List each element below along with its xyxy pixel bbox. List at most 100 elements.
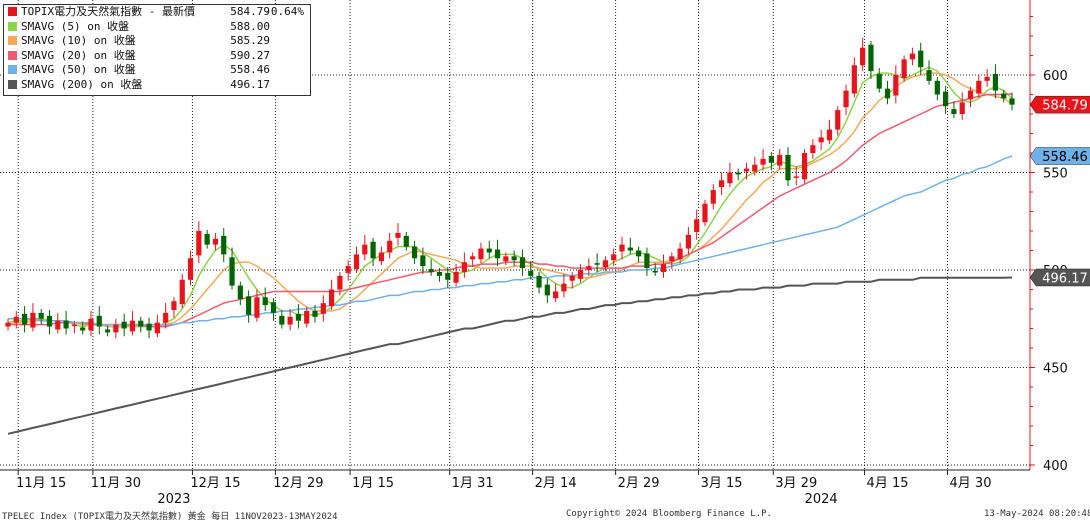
legend-value: 584.79 [230,5,270,18]
candle-body [171,301,177,310]
footer-source: TPELEC Index (TOPIX電力及天然氣指數) 黃金 每日 11NOV… [2,512,338,522]
legend-label: SMAVG (5) on 收盤 [21,19,130,33]
candle-body [30,312,36,328]
legend-row: SMAVG (20) on 收盤 590.27 [4,49,310,64]
x-year-label: 2024 [805,492,838,507]
x-tick-label: 3月 15 [701,476,743,491]
candle-body [835,110,841,130]
candle-body [694,219,700,232]
candle-body [279,315,285,325]
candle-body [544,284,550,296]
candle-body [851,65,857,94]
legend-swatch [8,7,17,16]
candle-body [710,190,716,204]
candle-body [951,109,957,114]
candle-body [13,316,19,323]
legend-swatch [8,21,17,31]
x-axis: 11月 15 11月 30 12月 15 12月 29 1月 15 1月 31 2月 14 2… [0,469,1030,507]
candle-body [884,88,891,99]
candle-body [677,248,683,260]
candle-body [80,327,86,331]
candle-body [154,322,160,334]
candle-body [577,270,584,279]
y-tick-label: 550 [1043,167,1068,182]
x-tick-label: 12月 29 [273,476,323,491]
candle-body [395,232,401,238]
candle-body [519,257,526,269]
candle-body [420,255,426,267]
candle-body [1001,93,1007,99]
candle-body [88,318,94,331]
candle-body [702,203,708,223]
candle-body [727,172,733,184]
candle-body [918,50,924,68]
candle-body [959,102,965,114]
candle-body [246,296,252,315]
candle-body [876,74,882,89]
candle-body [362,244,368,255]
candle-body [685,234,691,249]
legend-row: TOPIX電力及天然氣指數 - 最新價 584.79 -0.64% [4,5,310,20]
candle-body [461,262,467,272]
candle-body [785,154,791,181]
candle-body [777,154,783,166]
candle-body [860,47,866,66]
legend-change: -0.64% [264,5,304,18]
candle-body [270,302,277,313]
ma-line [7,276,1013,435]
legend-swatch [8,65,17,75]
candle-body [536,275,542,288]
candle-body [262,297,268,306]
candle-body [320,303,326,314]
candle-body [992,74,999,91]
legend-label: TOPIX電力及天然氣指數 - 最新價 [21,5,195,18]
candle-body [113,324,119,333]
x-tick-label: 2月 29 [618,476,660,491]
x-tick-label: 11月 15 [16,476,66,491]
y-tick-label: 400 [1043,459,1068,474]
candle-body [826,129,833,141]
x-year-label: 2023 [157,492,190,507]
moving-average-lines [7,66,1013,435]
candle-body [71,324,77,327]
ma-line [7,72,1013,328]
candle-body [55,320,61,330]
candle-body [984,76,990,81]
candle-body [660,264,667,272]
candle-body [868,44,874,72]
candle-body [768,155,774,163]
legend-swatch [8,79,17,89]
y-tick-label: 600 [1043,69,1068,84]
candle-body [528,270,534,276]
candle-body [104,329,111,333]
candle-body [611,254,617,261]
candle-body [627,247,633,251]
candle-body [295,313,302,321]
legend-label: SMAVG (20) on 收盤 [21,48,136,62]
candle-body [411,246,418,259]
candle-body [470,256,476,260]
candle-body [503,256,509,262]
candle-body [304,310,310,324]
candle-body [976,80,982,94]
x-tick-label: 12月 15 [190,476,240,491]
price-tag [1029,268,1090,287]
candle-body [594,263,600,265]
candle-body [287,316,293,325]
legend-value: 585.29 [230,34,270,48]
candle-body [718,180,725,188]
candle-body [478,248,484,260]
legend-label: SMAVG (200) on 收盤 [21,77,143,91]
price-tag-label: 584.79 [1042,99,1088,114]
candle-body [345,266,351,273]
legend-value: 496.17 [230,77,270,91]
candle-body [818,137,824,143]
candle-body [312,310,318,317]
candle-body [1009,98,1015,105]
candle-body [967,90,974,100]
x-tick-label: 4月 15 [867,476,909,491]
candle-body [669,256,675,262]
legend-value: 558.46 [230,63,270,77]
price-tag-label: 558.46 [1042,150,1088,165]
x-tick-label: 11月 30 [91,476,141,491]
